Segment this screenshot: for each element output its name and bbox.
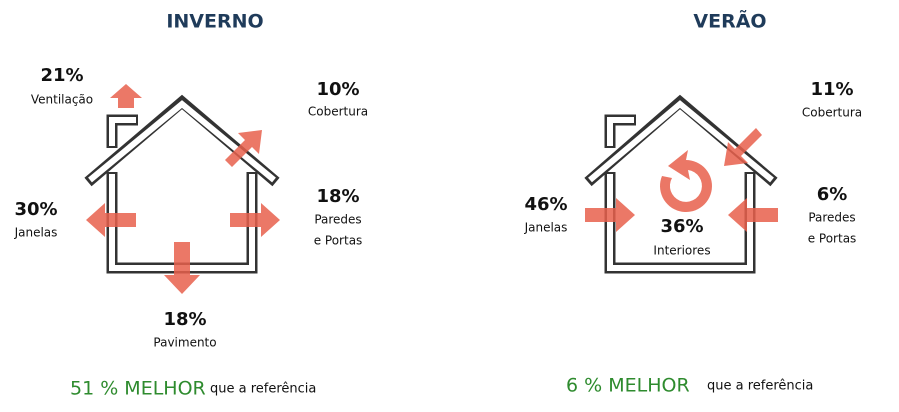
label: Ventilação bbox=[31, 93, 93, 107]
percent: 6% bbox=[817, 184, 848, 205]
result: 6 % MELHOR bbox=[566, 375, 690, 397]
label: Pavimento bbox=[153, 336, 216, 350]
percent: 21% bbox=[40, 65, 83, 86]
percent: 30% bbox=[14, 199, 57, 220]
label: Janelas bbox=[524, 221, 568, 235]
percent: 36% bbox=[660, 216, 703, 237]
note: que a referência bbox=[210, 382, 316, 397]
label: Paredes bbox=[808, 211, 855, 225]
note: que a referência bbox=[707, 379, 813, 394]
house-winter bbox=[86, 84, 280, 294]
panel-title: INVERNO bbox=[166, 11, 263, 33]
label: Cobertura bbox=[802, 106, 862, 120]
percent: 10% bbox=[316, 79, 359, 100]
label: Janelas bbox=[14, 226, 58, 240]
percent: 46% bbox=[524, 194, 567, 215]
label: Paredes bbox=[314, 213, 361, 227]
label: Interiores bbox=[653, 244, 710, 258]
percent: 18% bbox=[316, 186, 359, 207]
percent: 18% bbox=[163, 309, 206, 330]
label: e Portas bbox=[314, 234, 363, 248]
label: Cobertura bbox=[308, 105, 368, 119]
label: e Portas bbox=[808, 232, 857, 246]
diagram: INVERNO 21% Ventilação 10% Cobertura 30%… bbox=[0, 0, 899, 412]
panel-title: VERÃO bbox=[693, 9, 766, 33]
percent: 11% bbox=[810, 79, 853, 100]
result: 51 % MELHOR bbox=[70, 378, 206, 400]
